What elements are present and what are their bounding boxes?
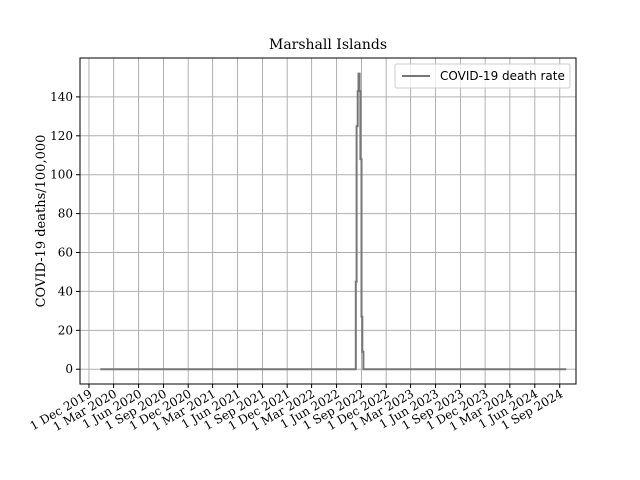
y-tick-label: 20 [58,323,73,337]
plot-frame [79,57,577,385]
y-axis-ticks: 0 20 40 60 80 100 120 140 [50,90,80,376]
y-axis-label: COVID-19 deaths/100,000 [34,135,49,308]
legend: COVID-19 death rate [394,63,571,89]
y-tick-label: 140 [50,90,73,104]
series-line [100,72,567,371]
y-tick-label: 0 [65,362,73,376]
chart-title: Marshall Islands [269,37,387,53]
y-tick-label: 100 [50,168,73,182]
y-tick-label: 40 [58,284,73,298]
y-tick-label: 60 [58,246,73,260]
legend-entry-label: COVID-19 death rate [440,69,565,83]
y-gridlines [80,96,576,370]
x-gridlines [88,58,561,384]
y-tick-label: 80 [58,207,73,221]
series-layer [100,72,567,371]
legend-box [394,63,571,89]
y-tick-label: 120 [50,129,73,143]
